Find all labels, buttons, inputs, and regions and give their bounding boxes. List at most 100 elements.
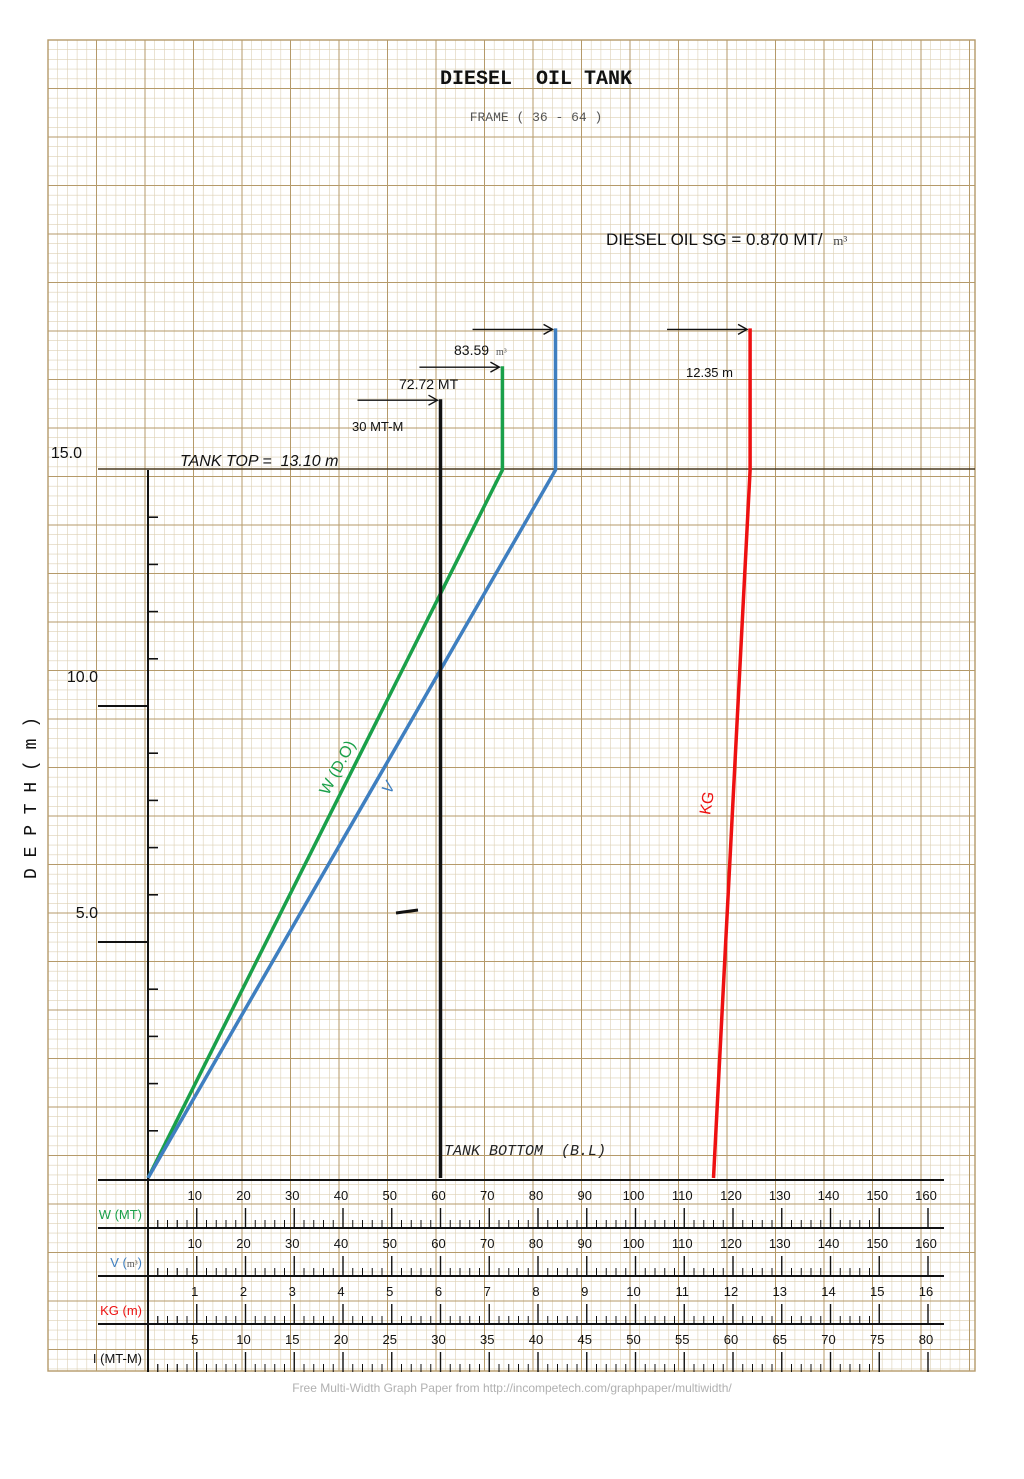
x-tick-label: 10 [236, 1332, 250, 1347]
x-tick-label: 35 [480, 1332, 494, 1347]
x-tick-label: 2 [240, 1284, 247, 1299]
x-tick-label: 160 [915, 1236, 937, 1251]
y-tick-label: 10.0 [67, 669, 98, 686]
sg-note: DIESEL OIL SG = 0.870 MT/ m³ [606, 230, 847, 249]
axes [98, 470, 158, 1178]
x-tick-label: 11 [676, 1284, 690, 1299]
x-tick-label: 130 [769, 1188, 791, 1203]
x-tick-label: 5 [191, 1332, 198, 1347]
tank-bottom-label: TANK BOTTOM (B.L) [444, 1143, 606, 1160]
x-axis-i: 5 10 15 20 25 30 35 40 45 50 55 60 65 70 75 80 I (MT-M) [93, 1322, 944, 1372]
x-tick-label: 12 [724, 1284, 738, 1299]
x-tick-label: 120 [720, 1188, 742, 1203]
x-axis-w: 10 20 30 40 50 60 70 80 90 100 110 120 130 140 150 160 W… [98, 1178, 944, 1228]
x-tick-label: 9 [581, 1284, 588, 1299]
x-tick-label: 60 [431, 1188, 445, 1203]
x-tick-label: 100 [623, 1236, 645, 1251]
y-tick-label: 15.0 [51, 445, 82, 462]
x-tick-label: 80 [529, 1236, 543, 1251]
x-tick-label: 20 [334, 1332, 348, 1347]
x-tick-label: 14 [821, 1284, 835, 1299]
x-tick-label: 60 [724, 1332, 738, 1347]
tank-top-label: TANK TOP = 13.10 m [180, 453, 338, 470]
x-tick-label: 10 [188, 1188, 202, 1203]
chart-subtitle: FRAME ( 36 - 64 ) [470, 110, 603, 125]
x-tick-label: 10 [188, 1236, 202, 1251]
sg-note-text: DIESEL OIL SG = 0.870 MT/ [606, 230, 823, 249]
footer-credit: Free Multi-Width Graph Paper from http:/… [292, 1381, 732, 1395]
x-axis-label-text: V ( [110, 1255, 127, 1270]
x-tick-label: 13 [773, 1284, 787, 1299]
x-tick-label: 140 [818, 1188, 840, 1203]
stray-dash-mark [395, 908, 419, 915]
series-line-w [146, 366, 505, 1179]
arrow-i-head [428, 394, 439, 406]
x-tick-label: 30 [431, 1332, 445, 1347]
x-tick-label: 3 [289, 1284, 296, 1299]
x-tick-label: 40 [529, 1332, 543, 1347]
chart-title: DIESEL OIL TANK [440, 68, 632, 91]
x-tick-label: 20 [236, 1188, 250, 1203]
x-tick-label: 90 [578, 1188, 592, 1203]
x-tick-label: 40 [334, 1188, 348, 1203]
x-tick-label: 130 [769, 1236, 791, 1251]
x-tick-label: 10 [626, 1284, 640, 1299]
x-tick-label: 100 [623, 1188, 645, 1203]
x-tick-label: 16 [919, 1284, 933, 1299]
x-tick-label: 20 [236, 1236, 250, 1251]
x-tick-label: 75 [870, 1332, 884, 1347]
y-axis-label: D E P T H ( m ) [22, 717, 42, 879]
x-tick-label: 25 [383, 1332, 397, 1347]
x-tick-label: 55 [675, 1332, 689, 1347]
x-tick-label: 80 [919, 1332, 933, 1347]
y-tick-label: 5.0 [76, 905, 98, 922]
x-tick-label: 15 [285, 1332, 299, 1347]
x-tick-label: 30 [285, 1188, 299, 1203]
x-tick-label: 40 [334, 1236, 348, 1251]
y-tick-labels: 15.0 10.0 5.0 [51, 445, 98, 922]
x-tick-label: 150 [866, 1188, 888, 1203]
x-tick-label: 70 [821, 1332, 835, 1347]
x-tick-label: 110 [672, 1236, 693, 1251]
x-tick-label: 80 [529, 1188, 543, 1203]
x-tick-label: 4 [337, 1284, 344, 1299]
end-value-annotations: 30 MT-M 72.72 MT 83.59 m³ 12.35 m [352, 323, 749, 434]
series-lines [146, 328, 752, 1179]
v-series-label: V [379, 778, 400, 797]
x-tick-label: 30 [285, 1236, 299, 1251]
arrow-kg-head [737, 323, 749, 336]
kg-series-label: KG [697, 790, 718, 816]
x-tick-label: 60 [431, 1236, 445, 1251]
v-end-label: 83.59 m³ [454, 342, 507, 358]
x-axis-label: I (MT-M) [93, 1351, 142, 1366]
x-axis-label: W (MT) [99, 1207, 142, 1222]
arrow-w-head [490, 361, 501, 373]
x-tick-label: 15 [870, 1284, 884, 1299]
x-axis-label-end: ) [138, 1255, 142, 1270]
x-tick-label: 110 [672, 1188, 693, 1203]
v-end-value: 83.59 [454, 342, 489, 358]
x-tick-label: 70 [480, 1188, 494, 1203]
x-axis-v: 10 20 30 40 50 60 70 80 90 100 110 120 130 140 150 160 V… [98, 1226, 944, 1276]
kg-end-label: 12.35 m [686, 365, 733, 380]
x-tick-label: 120 [720, 1236, 742, 1251]
series-line-kg [711, 328, 752, 1179]
sg-note-unit: m³ [833, 233, 847, 248]
x-tick-label: 45 [578, 1332, 592, 1347]
grid-border [47, 39, 976, 1372]
i-end-label: 30 MT-M [352, 419, 403, 434]
x-tick-label: 50 [626, 1332, 640, 1347]
x-axes: 10 20 30 40 50 60 70 80 90 100 110 120 130 140 150 160W… [93, 1178, 944, 1372]
x-tick-label: 90 [578, 1236, 592, 1251]
x-tick-label: 1 [191, 1284, 198, 1299]
x-axis-label: V (m³) [110, 1255, 142, 1270]
x-tick-label: 50 [383, 1188, 397, 1203]
x-tick-label: 65 [773, 1332, 787, 1347]
x-axis-label: KG (m) [100, 1303, 142, 1318]
x-axis-label-unit: m³ [127, 1259, 138, 1270]
x-tick-label: 8 [532, 1284, 539, 1299]
v-end-unit: m³ [496, 347, 507, 358]
x-tick-label: 150 [866, 1236, 888, 1251]
